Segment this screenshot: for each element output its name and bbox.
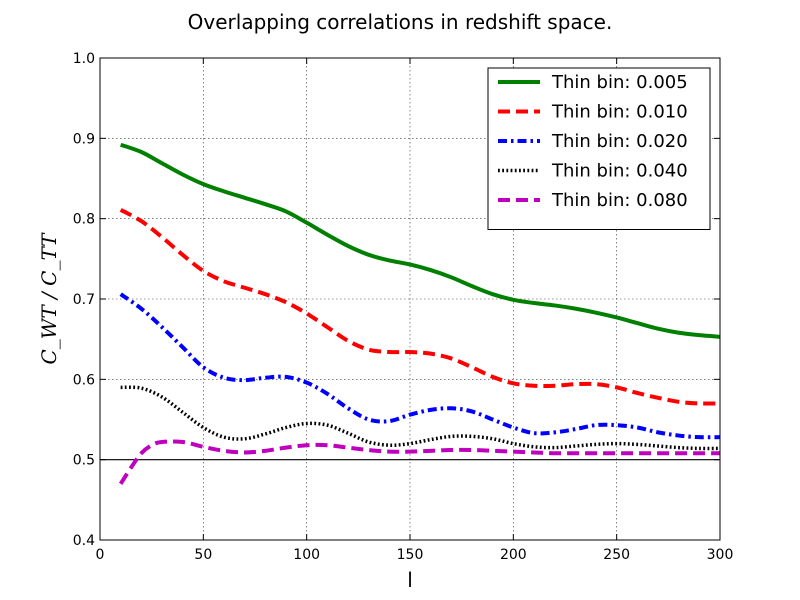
x-tick-label: 200 bbox=[500, 547, 527, 563]
y-tick-label: 0.9 bbox=[73, 131, 95, 147]
x-tick-label: 150 bbox=[397, 547, 424, 563]
series-line-1 bbox=[120, 142, 721, 339]
y-tick-label: 0.6 bbox=[73, 372, 95, 388]
legend-label-2: Thin bin: 0.010 bbox=[551, 102, 688, 123]
y-tick-label: 0.7 bbox=[73, 292, 95, 308]
y-tick-label: 0.4 bbox=[73, 533, 95, 549]
tick-labels: 0 50 100 150 200 250 300 0.4 0.5 0.6 0.7 0.8 0.9 1.0 bbox=[73, 51, 734, 563]
legend-label-1: Thin bin: 0.005 bbox=[551, 72, 688, 93]
x-tick-label: 50 bbox=[194, 547, 212, 563]
series-line-4 bbox=[120, 385, 721, 451]
x-tick-label: 0 bbox=[96, 547, 105, 563]
y-tick-label: 0.8 bbox=[73, 212, 95, 228]
y-tick-label: 1.0 bbox=[73, 51, 95, 67]
legend: Thin bin: 0.005 Thin bin: 0.010 Thin bin: … bbox=[487, 67, 711, 230]
ticks bbox=[99, 57, 721, 541]
legend-label-5: Thin bin: 0.080 bbox=[551, 190, 688, 211]
series-line-2 bbox=[119, 208, 721, 406]
legend-label-4: Thin bin: 0.040 bbox=[551, 161, 688, 182]
legend-box bbox=[487, 67, 711, 230]
x-tick-label: 300 bbox=[707, 547, 734, 563]
chart-title: Overlapping correlations in redshift spa… bbox=[188, 10, 613, 34]
series-line-3 bbox=[119, 292, 721, 440]
legend-label-3: Thin bin: 0.020 bbox=[551, 131, 688, 152]
x-tick-label: 250 bbox=[603, 547, 630, 563]
series-layer bbox=[118, 142, 721, 485]
y-tick-label: 0.5 bbox=[73, 453, 95, 469]
x-tick-label: 100 bbox=[293, 547, 320, 563]
x-axis-label: l bbox=[407, 568, 413, 592]
series-line-5 bbox=[118, 439, 720, 485]
y-axis-label: C_WT / C_TT bbox=[37, 232, 61, 365]
